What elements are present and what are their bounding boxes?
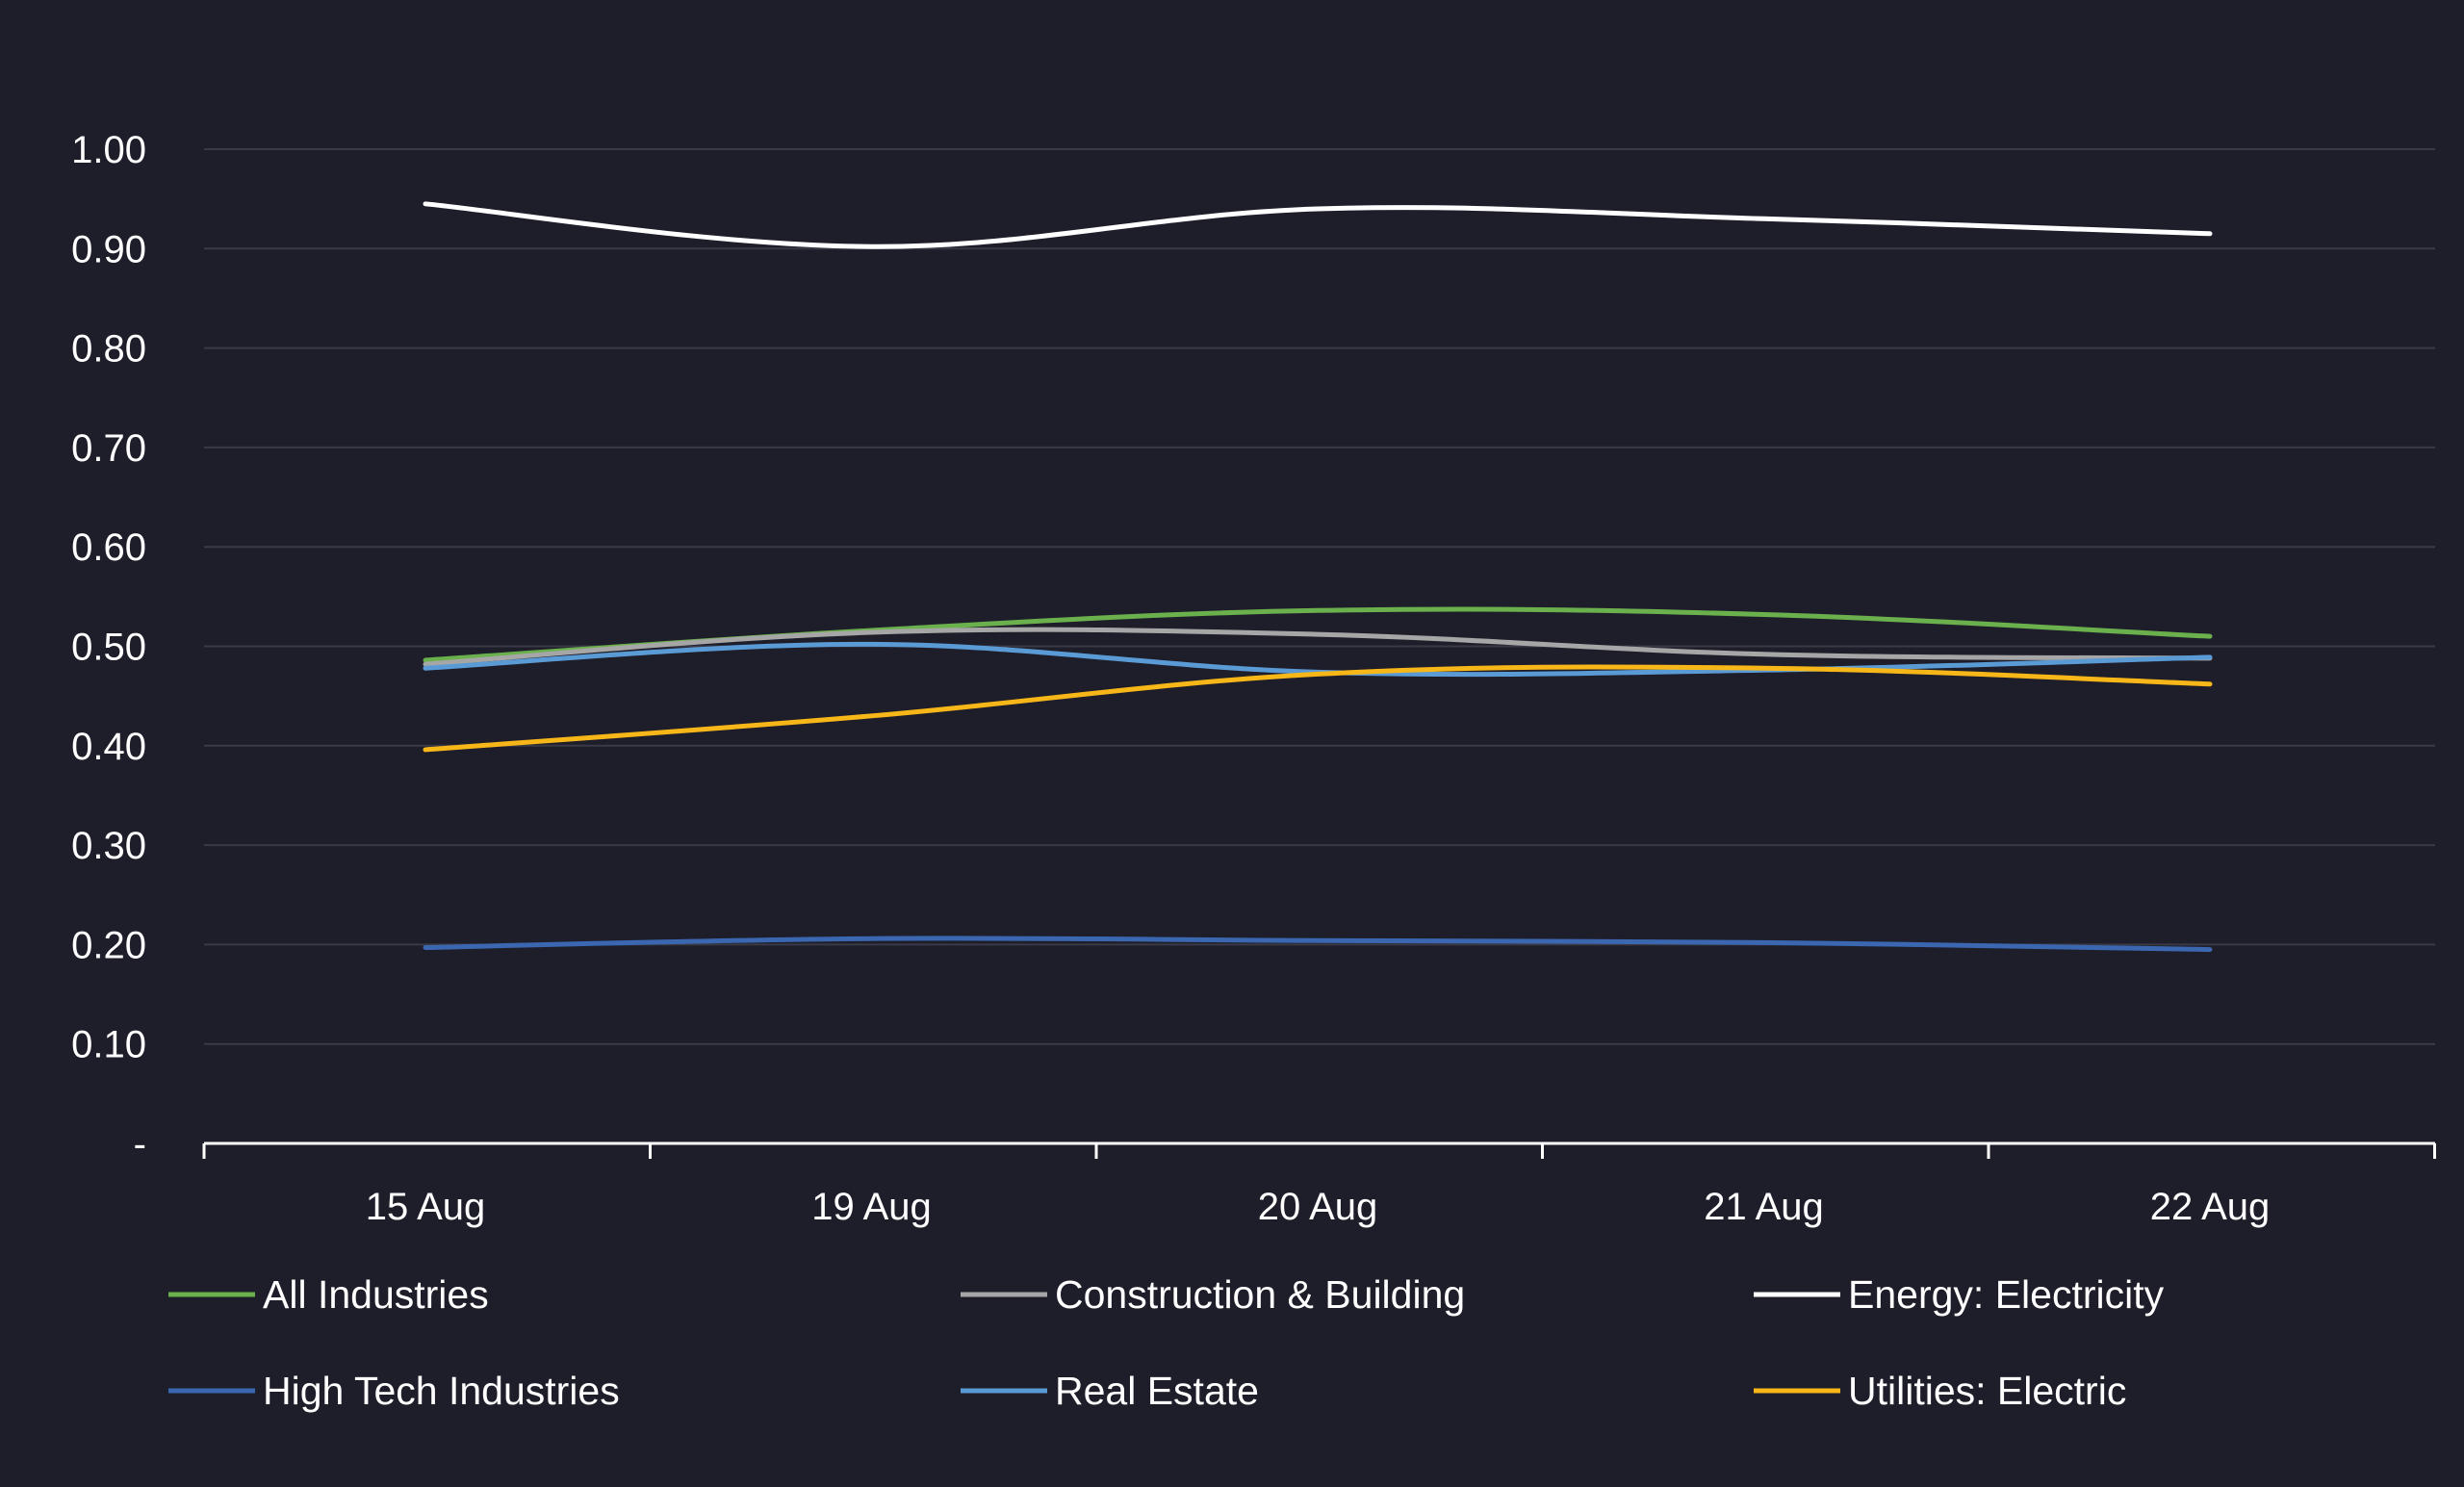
series-line-energy-electricity <box>423 201 2213 249</box>
y-tick-label: 0.40 <box>71 726 146 768</box>
legend-label: High Tech Industries <box>263 1369 620 1413</box>
legend-label: All Industries <box>263 1272 489 1317</box>
legend-label: Construction & Building <box>1055 1272 1465 1317</box>
y-tick-label: 0.20 <box>71 924 146 966</box>
y-tick-label: 0.30 <box>71 825 146 867</box>
gridlines <box>204 148 2435 1045</box>
y-tick-label: 1.00 <box>71 129 146 171</box>
x-tick-label: 21 Aug <box>1704 1186 1824 1228</box>
legend: All Industries Construction & Building Ene… <box>168 1272 2165 1413</box>
y-tick-label: 0.60 <box>71 526 146 569</box>
y-tick-label: 0.50 <box>71 627 146 669</box>
x-tick-label: 20 Aug <box>1258 1186 1378 1228</box>
legend-label: Real Estate <box>1055 1369 1259 1413</box>
series-line-high-tech-industries <box>423 936 2213 953</box>
y-tick-label: 0.90 <box>71 228 146 270</box>
y-tick-label: 0.10 <box>71 1024 146 1066</box>
y-tick-label: 0.80 <box>71 328 146 371</box>
y-axis: - 0.10 0.20 0.30 0.40 0.50 0.60 0.70 0.80 0.90 1.0… <box>71 129 146 1166</box>
series-lines <box>423 201 2213 953</box>
x-axis: 15 Aug 19 Aug 20 Aug 21 Aug 22 Aug <box>202 1141 2436 1228</box>
x-tick-label: 22 Aug <box>2150 1186 2271 1228</box>
legend-label: Energy: Electricity <box>1848 1272 2165 1317</box>
legend-label: Utilities: Electric <box>1848 1369 2126 1413</box>
series-line-construction-building <box>423 627 2213 667</box>
x-tick-label: 15 Aug <box>366 1186 486 1228</box>
series-line-utilities-electric <box>423 664 2213 753</box>
x-tick-label: 19 Aug <box>811 1186 932 1228</box>
y-tick-label: - <box>134 1123 146 1166</box>
y-tick-label: 0.70 <box>71 427 146 470</box>
